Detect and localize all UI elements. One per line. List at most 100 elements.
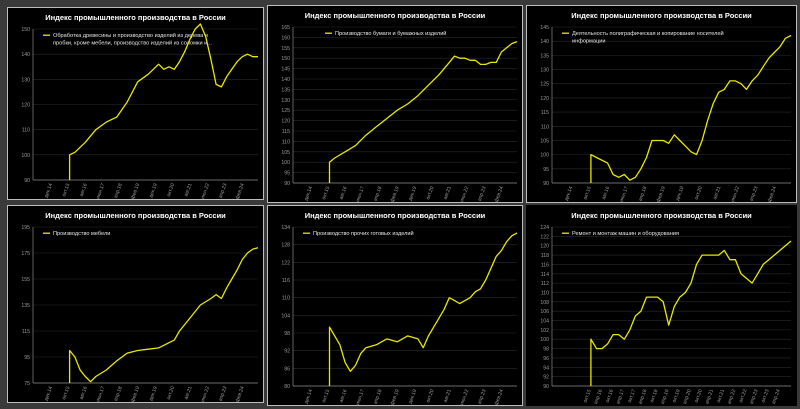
y-tick-label: 140 xyxy=(21,52,30,58)
y-tick-label: 150 xyxy=(281,56,290,62)
y-tick-label: 90 xyxy=(543,384,549,390)
x-tick-label: дек.14 xyxy=(564,185,575,201)
y-tick-label: 120 xyxy=(540,244,549,250)
y-tick-label: 92 xyxy=(543,375,549,381)
chart-title: Индекс промышленного производства в Росс… xyxy=(305,211,486,220)
x-tick-label: июн.17 xyxy=(95,182,106,200)
y-tick-label: 108 xyxy=(540,300,549,306)
y-tick-label: 98 xyxy=(284,331,290,337)
x-tick-label: фев.24 xyxy=(494,185,505,203)
y-tick-label: 120 xyxy=(540,96,549,102)
y-tick-label: 95 xyxy=(543,167,549,173)
x-tick-label: дек.14 xyxy=(303,185,314,201)
x-tick-label: авг.16 xyxy=(79,385,89,400)
y-tick-label: 150 xyxy=(21,27,30,33)
y-tick-label: 92 xyxy=(284,349,290,355)
x-tick-label: фев.24 xyxy=(767,185,778,203)
x-tick-label: дек.19 xyxy=(148,385,159,401)
series-line xyxy=(590,34,792,183)
y-tick-label: 165 xyxy=(281,25,290,31)
x-tick-label: июн.17 xyxy=(355,185,366,203)
y-tick-label: 122 xyxy=(281,260,290,266)
y-tick-label: 135 xyxy=(21,303,30,309)
x-tick-label: дек.14 xyxy=(303,388,314,404)
x-tick-label: апр.18 xyxy=(638,185,649,202)
x-tick-label: авг.16 xyxy=(338,388,348,403)
y-tick-label: 130 xyxy=(540,68,549,74)
y-tick-label: 105 xyxy=(281,150,290,156)
series-line xyxy=(328,232,518,386)
y-tick-label: 90 xyxy=(543,181,549,187)
chart-svg: Индекс промышленного производства в Росс… xyxy=(21,211,259,403)
x-tick-label: фев.19 xyxy=(656,185,667,203)
y-tick-label: 115 xyxy=(22,329,30,335)
y-tick-label: 140 xyxy=(540,39,549,45)
chart-panel-other-goods: Индекс промышленного производства в Росс… xyxy=(267,205,523,406)
x-tick-label: авг.21 xyxy=(443,388,453,403)
y-tick-label: 116 xyxy=(282,278,290,284)
y-tick-label: 175 xyxy=(21,251,30,257)
x-tick-label: окт.16 xyxy=(605,388,615,403)
series-line xyxy=(328,40,518,183)
x-tick-label: апр.18 xyxy=(373,388,384,405)
x-tick-label: дек.19 xyxy=(408,388,419,404)
x-tick-label: июн.17 xyxy=(95,385,106,403)
y-tick-label: 128 xyxy=(281,243,290,249)
x-tick-label: окт.18 xyxy=(649,388,659,403)
x-tick-label: дек.14 xyxy=(43,182,54,198)
chart-title: Индекс промышленного производства в Росс… xyxy=(571,11,752,20)
x-tick-label: июн.22 xyxy=(200,182,211,200)
y-tick-label: 110 xyxy=(282,139,290,145)
chart-svg: Индекс промышленного производства в Росс… xyxy=(281,11,518,203)
y-tick-label: 100 xyxy=(281,160,290,166)
x-tick-label: фев.19 xyxy=(130,385,141,403)
x-tick-label: апр.18 xyxy=(113,385,124,402)
y-tick-label: 120 xyxy=(281,119,290,125)
y-tick-label: 90 xyxy=(284,181,290,187)
chart-panel-wood: Индекс промышленного производства в Росс… xyxy=(7,7,264,200)
y-tick-label: 160 xyxy=(281,35,290,41)
x-tick-label: фев.24 xyxy=(235,182,246,200)
x-tick-label: окт.15 xyxy=(582,185,592,200)
x-tick-label: апр.18 xyxy=(638,388,649,405)
legend-label: Производство мебели xyxy=(53,231,110,237)
y-tick-label: 110 xyxy=(22,128,30,134)
chart-panel-repair: Индекс промышленного производства в Росс… xyxy=(526,205,797,406)
x-tick-label: апр.23 xyxy=(477,388,488,405)
y-tick-label: 115 xyxy=(541,110,549,116)
y-tick-label: 104 xyxy=(540,319,549,325)
y-tick-label: 155 xyxy=(21,277,30,283)
x-tick-label: окт.20 xyxy=(166,385,176,400)
chart-title: Индекс промышленного производства в Росс… xyxy=(305,11,486,20)
y-tick-label: 135 xyxy=(281,87,290,93)
y-tick-label: 105 xyxy=(540,138,549,144)
y-tick-label: 118 xyxy=(541,253,549,259)
y-tick-label: 90 xyxy=(24,178,30,184)
x-tick-label: фев.24 xyxy=(235,385,246,403)
x-tick-label: фев.19 xyxy=(130,182,141,200)
x-tick-label: дек.14 xyxy=(43,385,54,401)
legend-label: Деятельность полиграфическая и копирован… xyxy=(572,30,724,37)
chart-svg: Индекс промышленного производства в Росс… xyxy=(540,211,792,405)
chart-svg: Индекс промышленного производства в Росс… xyxy=(21,13,258,200)
y-tick-label: 195 xyxy=(21,225,30,231)
x-tick-label: окт.23 xyxy=(760,388,770,403)
y-tick-label: 110 xyxy=(541,290,549,296)
x-tick-label: дек.19 xyxy=(148,182,159,198)
x-tick-label: авг.21 xyxy=(183,182,193,197)
x-tick-label: авг.21 xyxy=(712,185,722,200)
x-tick-label: окт.15 xyxy=(321,388,331,403)
x-tick-label: июн.17 xyxy=(619,185,630,203)
y-tick-label: 104 xyxy=(281,313,290,319)
y-tick-label: 75 xyxy=(24,381,30,387)
chart-panel-printing: Индекс промышленного производства в Росс… xyxy=(526,5,797,203)
x-tick-label: авг.21 xyxy=(443,185,453,200)
series-line xyxy=(68,247,259,383)
y-tick-label: 98 xyxy=(543,347,549,353)
x-tick-label: апр.24 xyxy=(771,388,782,405)
y-tick-label: 100 xyxy=(21,153,30,159)
x-tick-label: апр.22 xyxy=(726,388,737,405)
y-tick-label: 116 xyxy=(541,262,549,268)
x-tick-label: авг.16 xyxy=(601,185,611,200)
x-tick-label: апр.23 xyxy=(218,385,229,402)
